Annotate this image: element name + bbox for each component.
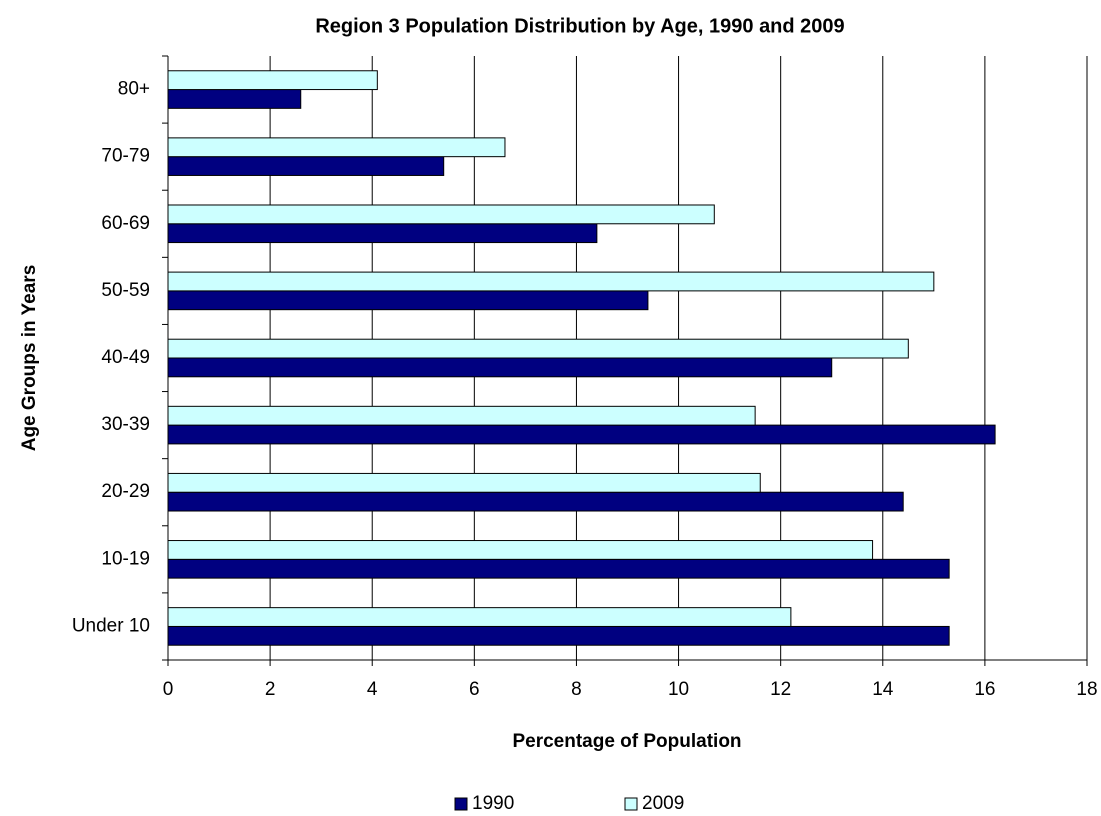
legend-label: 1990	[472, 793, 514, 814]
y-tick-label: 50-59	[101, 280, 150, 301]
y-tick-label: 80+	[118, 79, 150, 100]
y-tick-label: 60-69	[101, 213, 150, 234]
y-tick-label: Under 10	[72, 615, 150, 636]
bar	[167, 70, 378, 91]
x-tick-label: 12	[770, 679, 791, 700]
x-tick-label: 16	[974, 679, 995, 700]
x-tick-label: 0	[163, 679, 174, 700]
x-tick-label: 10	[668, 679, 689, 700]
bar	[167, 405, 756, 426]
bar	[167, 89, 302, 109]
y-tick-label: 20-29	[101, 481, 150, 502]
y-tick-label: 30-39	[101, 414, 150, 435]
x-axis-label: Percentage of Population	[512, 731, 741, 752]
bar	[167, 271, 935, 292]
bar	[167, 290, 649, 311]
x-tick-label: 2	[265, 679, 276, 700]
bar	[167, 424, 996, 445]
bar	[167, 472, 761, 493]
x-tick-label: 18	[1076, 679, 1097, 700]
bar	[167, 357, 833, 378]
bar	[167, 540, 874, 560]
legend-swatch	[624, 797, 638, 811]
x-tick-label: 8	[571, 679, 582, 700]
legend-swatch	[454, 797, 468, 811]
bar	[167, 204, 715, 225]
y-tick-label: 10-19	[101, 548, 150, 569]
x-tick-label: 6	[469, 679, 480, 700]
chart-title: Region 3 Population Distribution by Age,…	[315, 15, 844, 37]
legend-label: 2009	[642, 793, 684, 814]
bar	[167, 338, 909, 359]
bar	[167, 137, 506, 158]
y-tick-label: 70-79	[101, 146, 150, 167]
y-axis-label: Age Groups in Years	[19, 265, 40, 452]
x-tick-label: 4	[367, 679, 378, 700]
y-tick-label: 40-49	[101, 347, 150, 368]
bar	[167, 223, 598, 244]
bar	[167, 156, 445, 176]
bar	[167, 558, 950, 579]
x-tick-label: 14	[872, 679, 894, 700]
bar	[167, 607, 792, 627]
bar	[167, 491, 904, 512]
bar	[167, 625, 950, 646]
